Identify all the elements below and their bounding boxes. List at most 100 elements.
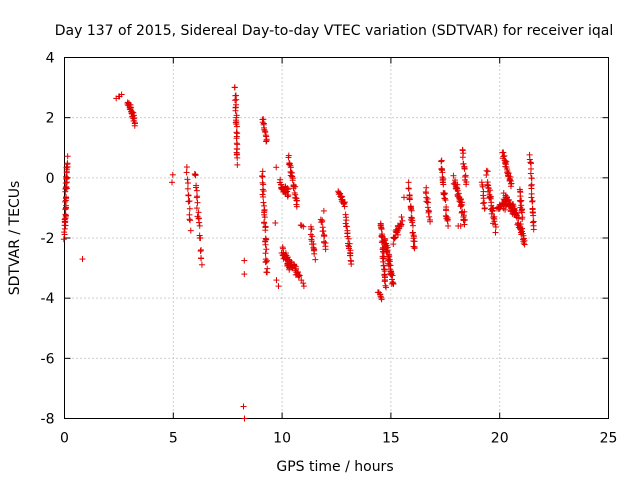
data-point [510,201,517,208]
data-point [426,213,433,220]
data-point [530,226,537,233]
y-tick-label: -6 [41,351,55,367]
data-point [260,193,267,200]
data-point [263,137,270,144]
x-tick-label: 0 [60,431,69,447]
data-point [259,173,266,180]
x-tick-label: 5 [169,431,178,447]
data-point [118,91,125,98]
data-point [273,164,280,171]
y-tick-label: -8 [41,412,55,428]
data-point [233,135,240,142]
data-point [262,224,269,231]
data-point [344,230,351,237]
data-point [193,182,200,189]
data-point [285,192,292,199]
data-point [259,119,266,126]
data-point [240,403,247,410]
data-point [384,248,391,255]
data-point [409,219,416,226]
data-point [296,272,303,279]
data-point [411,244,418,251]
data-point [341,203,348,210]
x-tick-label: 10 [273,431,291,447]
data-point [131,122,138,129]
data-point [262,129,269,136]
data-point [460,212,467,219]
data-point [261,214,268,221]
data-point [378,233,385,240]
data-point [390,241,397,248]
data-point [196,222,203,229]
data-point [461,165,468,172]
data-point [185,198,192,205]
data-point [196,219,203,226]
data-point [232,119,239,126]
data-point [343,217,350,224]
x-tick-label: 15 [382,431,400,447]
data-point [500,149,507,156]
data-point [441,195,448,202]
data-point [185,192,192,199]
data-point [445,222,452,229]
data-point [507,183,514,190]
data-point [192,172,199,179]
data-point [298,277,305,284]
data-point [409,222,416,229]
data-point [262,132,269,139]
data-point [231,84,238,91]
data-point [61,225,68,232]
data-point [462,216,469,223]
grid-lines [64,57,609,419]
data-point [62,179,69,186]
x-tick-label: 25 [600,431,618,447]
plot-frame [64,57,609,419]
data-point [383,284,390,291]
data-point [399,217,406,224]
data-point [530,219,537,226]
data-point [168,179,175,186]
data-point [195,209,202,216]
data-point [233,96,240,103]
data-point [193,187,200,194]
data-point [481,199,488,206]
data-point [463,181,470,188]
data-point [377,293,384,300]
data-point [193,194,200,201]
data-point [528,175,535,182]
data-point [259,168,266,175]
data-point [527,170,534,177]
data-point [284,193,291,200]
data-point [292,183,299,190]
data-point [61,218,68,225]
data-point [275,283,282,290]
data-point [439,177,446,184]
data-point [184,176,191,183]
data-point [241,271,248,278]
data-point [484,168,491,175]
data-point [234,154,241,161]
data-point [380,258,387,265]
x-tick-label: 20 [491,431,509,447]
data-point [484,182,491,189]
data-point [459,201,466,208]
data-point [320,207,327,214]
data-point [292,194,299,201]
data-point [480,200,487,207]
data-point [264,265,271,272]
data-points [60,84,537,422]
data-point [127,104,134,111]
data-point [263,236,270,243]
data-point [489,207,496,214]
data-point [62,212,69,219]
data-point [382,237,389,244]
data-point [263,258,270,265]
data-point [184,185,191,192]
data-point [288,169,295,176]
data-point [517,198,524,205]
data-point [64,153,71,160]
data-point [130,109,137,116]
data-point [295,268,302,275]
data-point [259,186,266,193]
data-point [427,218,434,225]
